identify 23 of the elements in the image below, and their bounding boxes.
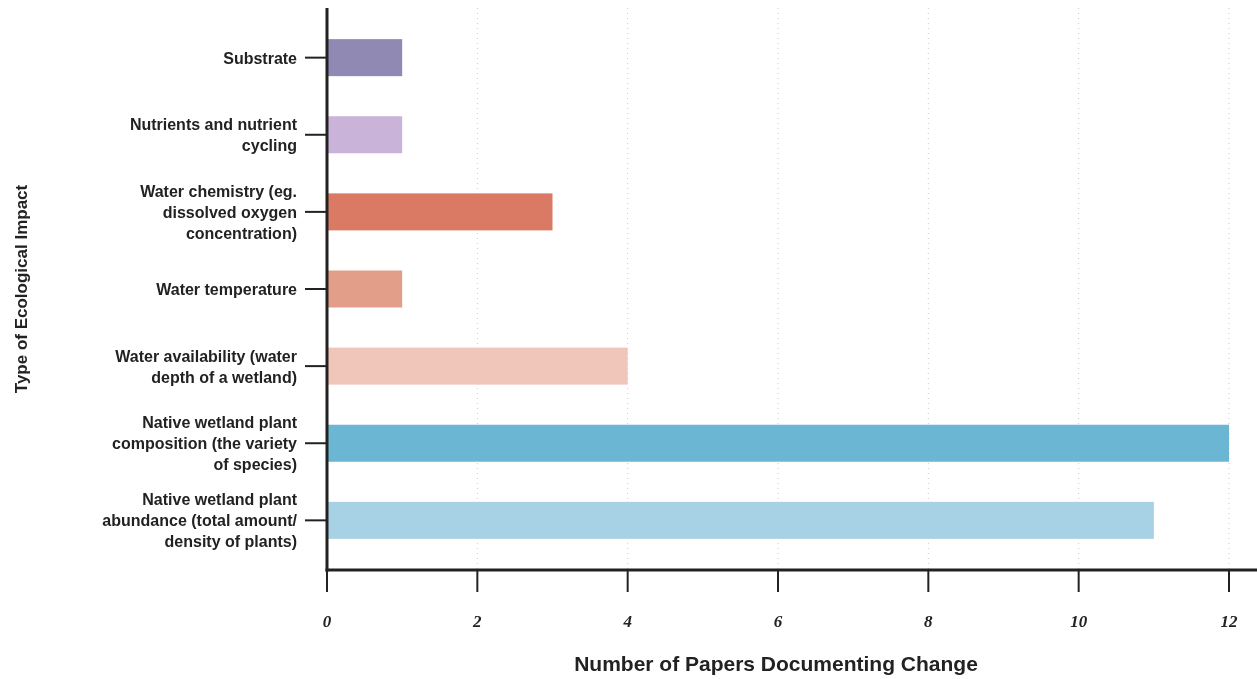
y-tick-label: Water chemistry (eg. dissolved oxygen concentration): [140, 182, 297, 242]
x-tick-label: 0: [322, 612, 332, 631]
x-axis-title: Number of Papers Documenting Change: [574, 652, 978, 675]
y-tick-label: Water availability (water depth of a wetland): [115, 347, 297, 386]
bar: [327, 424, 1229, 462]
x-tick-label: 4: [622, 612, 632, 631]
bar: [327, 193, 553, 231]
bar: [327, 39, 403, 77]
x-tick-label: 2: [472, 612, 483, 631]
bar: [327, 347, 628, 385]
y-tick-label: Native wetland plant composition (the variety of species): [112, 414, 298, 474]
x-tick-label: 12: [1220, 612, 1238, 631]
x-tick-label: 8: [924, 612, 934, 631]
y-tick-label: Nutrients and nutrient cycling: [129, 116, 298, 155]
y-axis-title: Type of Ecological Impact: [12, 184, 31, 394]
x-tick-label: 6: [773, 612, 783, 631]
x-tick-label: 10: [1070, 612, 1088, 631]
y-tick-label: Water temperature: [156, 281, 298, 298]
bar: [327, 501, 1154, 539]
y-tick-label: Substrate: [223, 49, 298, 67]
bar: [327, 270, 403, 308]
y-tick-label: Native wetland plant abundance (total amount/ density of plants): [102, 491, 298, 551]
bar: [327, 116, 403, 154]
